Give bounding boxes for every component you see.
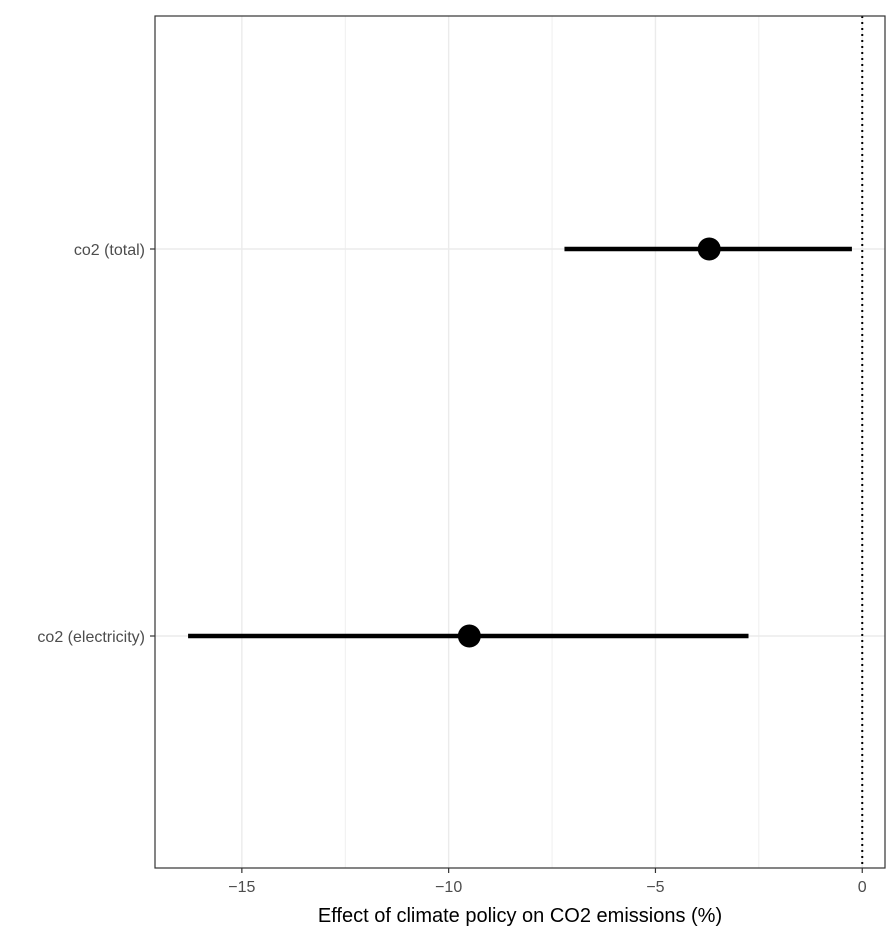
estimate-marks	[188, 237, 852, 648]
x-tick-label: −15	[228, 879, 255, 896]
y-axis-categories: co2 (total) co2 (electricity)	[37, 242, 155, 646]
x-tick-label: 0	[858, 879, 867, 896]
category-label: co2 (electricity)	[37, 629, 145, 646]
plot-panel-border	[154, 15, 886, 869]
x-axis-ticks: −15 −10 −5 0	[228, 868, 867, 896]
x-axis-title: Effect of climate policy on CO2 emission…	[318, 905, 722, 927]
category-label: co2 (total)	[74, 242, 145, 259]
x-tick-label: −5	[646, 879, 664, 896]
x-tick-label: −10	[435, 879, 462, 896]
grid-lines	[155, 16, 885, 868]
point-estimate	[457, 624, 481, 648]
point-estimate	[697, 237, 721, 261]
